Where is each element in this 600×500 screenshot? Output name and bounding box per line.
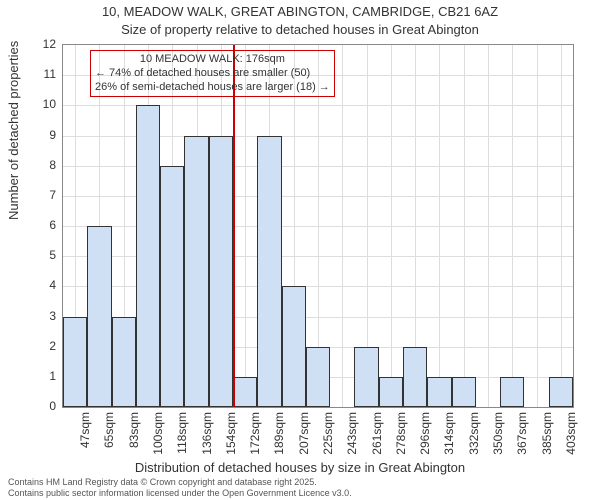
y-tick-label: 9 <box>26 128 56 142</box>
histogram-bar <box>282 286 306 407</box>
x-tick-label: 243sqm <box>345 412 359 472</box>
histogram-bar <box>379 377 403 407</box>
x-tick-label: 261sqm <box>370 412 384 472</box>
x-tick-label: 332sqm <box>467 412 481 472</box>
histogram-bar <box>500 377 524 407</box>
x-tick-label: 172sqm <box>248 412 262 472</box>
y-tick-label: 4 <box>26 278 56 292</box>
gridline-v <box>561 45 562 407</box>
gridline-v <box>537 45 538 407</box>
y-tick-label: 5 <box>26 248 56 262</box>
y-tick-label: 10 <box>26 97 56 111</box>
histogram-bar <box>209 136 233 408</box>
x-tick-label: 278sqm <box>394 412 408 472</box>
y-tick-label: 3 <box>26 309 56 323</box>
histogram-bar <box>549 377 573 407</box>
y-tick-label: 0 <box>26 399 56 413</box>
chart-container: 10, MEADOW WALK, GREAT ABINGTON, CAMBRID… <box>0 0 600 500</box>
footer-line2: Contains public sector information licen… <box>8 488 352 498</box>
y-tick-label: 2 <box>26 339 56 353</box>
x-tick-label: 296sqm <box>418 412 432 472</box>
y-tick-label: 12 <box>26 37 56 51</box>
x-tick-label: 65sqm <box>102 412 116 472</box>
callout-box: 10 MEADOW WALK: 176sqm← 74% of detached … <box>90 50 335 97</box>
x-tick-label: 100sqm <box>151 412 165 472</box>
callout-line: 10 MEADOW WALK: 176sqm <box>95 53 330 67</box>
x-tick-label: 136sqm <box>200 412 214 472</box>
x-tick-label: 385sqm <box>540 412 554 472</box>
gridline-v <box>512 45 513 407</box>
reference-line <box>233 45 235 407</box>
x-tick-label: 154sqm <box>224 412 238 472</box>
histogram-bar <box>306 347 330 407</box>
gridline-v <box>342 45 343 407</box>
footer-attribution: Contains HM Land Registry data © Crown c… <box>8 477 352 498</box>
histogram-bar <box>427 377 451 407</box>
chart-title-main: 10, MEADOW WALK, GREAT ABINGTON, CAMBRID… <box>0 4 600 19</box>
x-tick-label: 225sqm <box>321 412 335 472</box>
y-tick-label: 7 <box>26 188 56 202</box>
x-tick-label: 403sqm <box>564 412 578 472</box>
gridline-v <box>439 45 440 407</box>
x-tick-label: 350sqm <box>491 412 505 472</box>
histogram-bar <box>63 317 87 408</box>
histogram-bar <box>233 377 257 407</box>
histogram-bar <box>136 105 160 407</box>
histogram-bar <box>257 136 281 408</box>
histogram-bar <box>452 377 476 407</box>
x-tick-label: 118sqm <box>175 412 189 472</box>
y-tick-label: 11 <box>26 67 56 81</box>
x-tick-label: 314sqm <box>442 412 456 472</box>
y-tick-label: 6 <box>26 218 56 232</box>
x-tick-label: 83sqm <box>127 412 141 472</box>
y-tick-label: 8 <box>26 158 56 172</box>
x-tick-label: 207sqm <box>297 412 311 472</box>
callout-line: ← 74% of detached houses are smaller (50… <box>95 67 330 81</box>
footer-line1: Contains HM Land Registry data © Crown c… <box>8 477 317 487</box>
callout-line: 26% of semi-detached houses are larger (… <box>95 81 330 95</box>
gridline-v <box>245 45 246 407</box>
histogram-bar <box>87 226 111 407</box>
histogram-bar <box>354 347 378 407</box>
x-tick-label: 189sqm <box>272 412 286 472</box>
x-tick-label: 47sqm <box>78 412 92 472</box>
histogram-bar <box>184 136 208 408</box>
histogram-bar <box>160 166 184 407</box>
histogram-bar <box>403 347 427 407</box>
gridline-v <box>464 45 465 407</box>
y-axis-label: Number of detached properties <box>6 41 21 220</box>
gridline-v <box>488 45 489 407</box>
x-tick-label: 367sqm <box>515 412 529 472</box>
gridline-v <box>391 45 392 407</box>
y-tick-label: 1 <box>26 369 56 383</box>
histogram-bar <box>112 317 136 408</box>
chart-title-sub: Size of property relative to detached ho… <box>0 22 600 37</box>
plot-area <box>62 44 574 408</box>
